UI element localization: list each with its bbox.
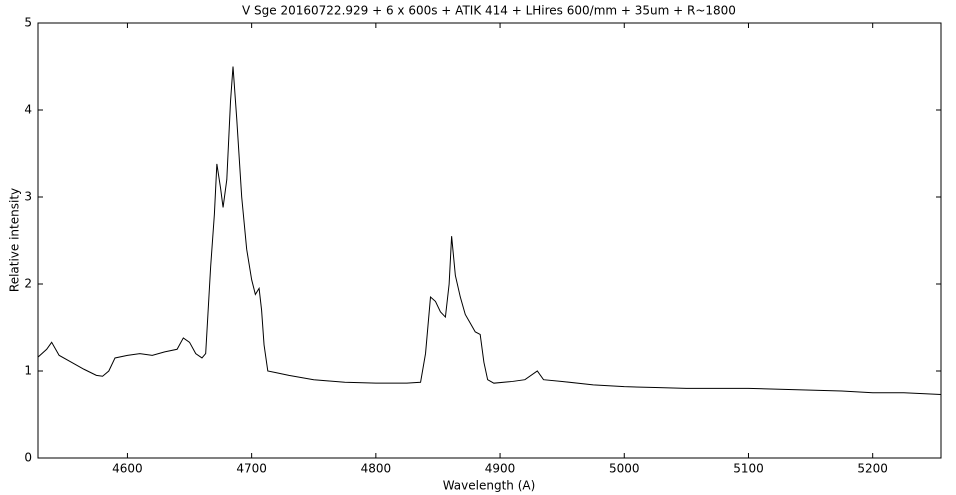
y-tick-label: 5	[24, 16, 32, 30]
plot-frame	[37, 22, 942, 459]
y-tick-label: 1	[24, 364, 32, 378]
x-tick-label: 5200	[857, 462, 888, 476]
x-tick-label: 5100	[733, 462, 764, 476]
x-tick-label: 4800	[361, 462, 392, 476]
x-tick-label: 4600	[112, 462, 143, 476]
y-tick-label: 0	[24, 451, 32, 465]
x-tick-label: 4900	[485, 462, 516, 476]
y-tick-label: 4	[24, 103, 32, 117]
x-tick-label: 4700	[236, 462, 267, 476]
y-tick-label: 2	[24, 277, 32, 291]
chart-title: V Sge 20160722.929 + 6 x 600s + ATIK 414…	[242, 4, 736, 18]
x-axis-label: Wavelength (A)	[443, 479, 536, 493]
y-axis-label: Relative intensity	[8, 188, 22, 292]
y-tick-label: 3	[24, 190, 32, 204]
x-tick-label: 5000	[609, 462, 640, 476]
spectrum-line	[37, 66, 942, 395]
